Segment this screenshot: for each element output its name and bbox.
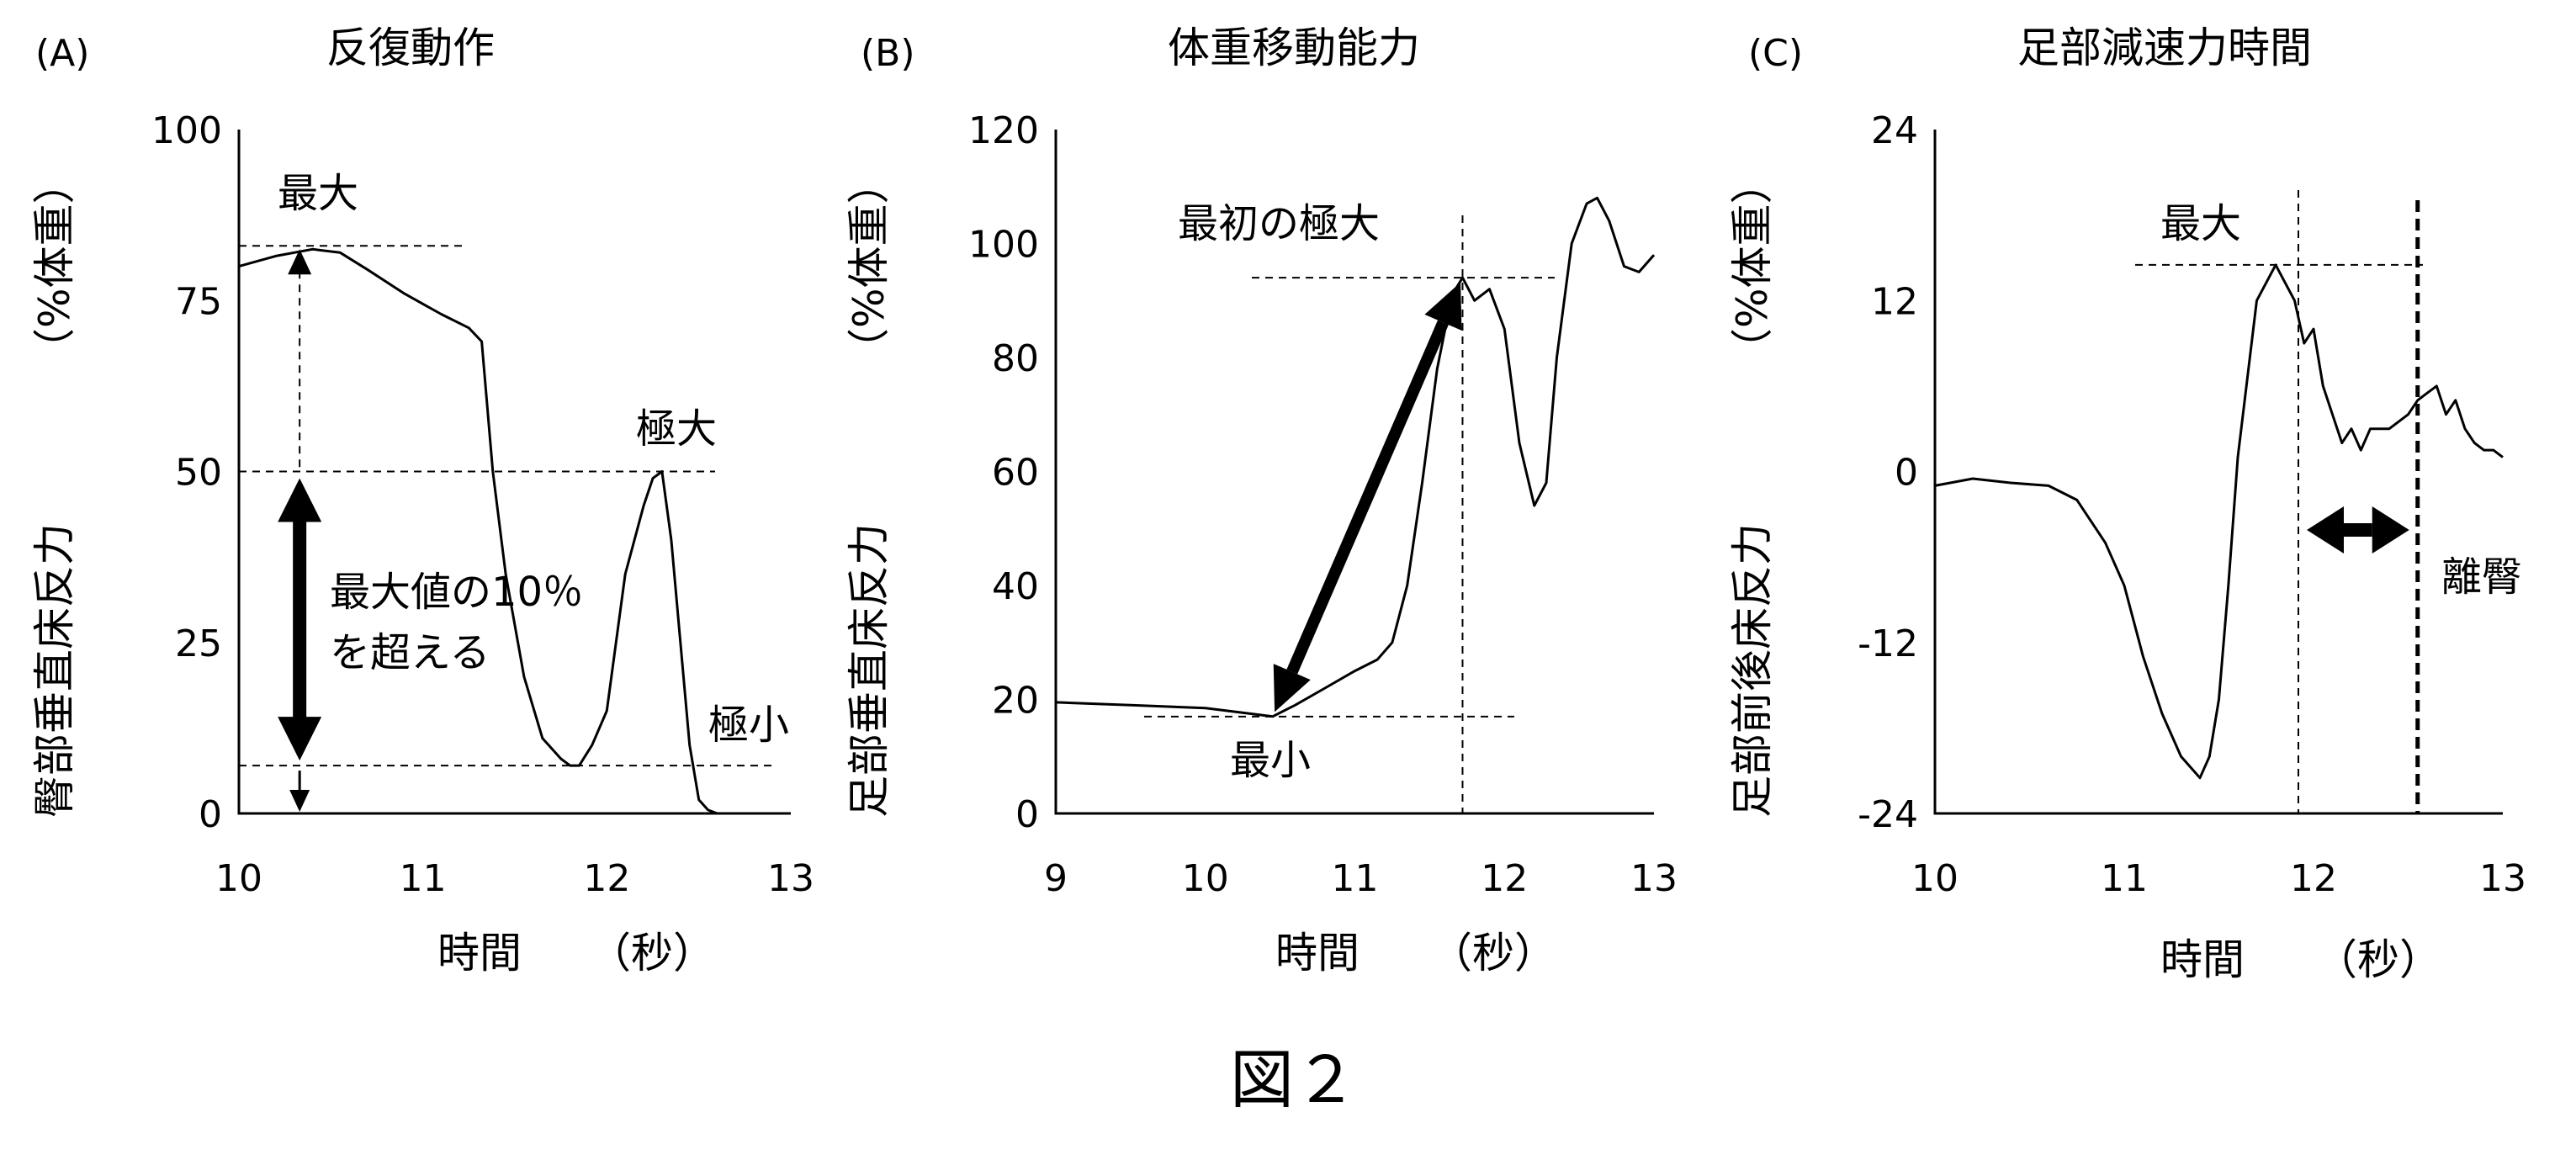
panel-b-annot-first-peak: 最初の極大 (1178, 200, 1380, 247)
panel-c-y-tick-label: -24 (1858, 793, 1918, 836)
panel-c-tag: (C) (1748, 32, 1803, 75)
panel-b-y-tick-label: 60 (992, 452, 1039, 495)
panel-a-x-tick-label: 13 (767, 857, 814, 900)
panel-b-title: 体重移動能力 (1168, 24, 1420, 72)
panel-a-ylabel: 臀部垂直床反力 (30, 523, 79, 818)
panel-b-x-tick-label: 12 (1481, 857, 1528, 900)
panel-a-annot-min: 極小 (708, 702, 789, 749)
panel-c-y-tick-label: 0 (1895, 452, 1918, 495)
panel-a-annot-note1: 最大値の10％ (330, 569, 583, 616)
panel-b-y-tick-label: 120 (968, 109, 1039, 152)
panel-a: (A) 反復動作 臀部垂直床反力 （%体重） 時間 （秒） 0255075100… (30, 24, 814, 977)
figure-label: 図２ (1230, 1042, 1358, 1117)
panel-c-y-ticks: -24 -12 0 12 24 (1858, 109, 1918, 836)
panel-a-x-tick-label: 12 (583, 857, 630, 900)
panel-a-x-ticks: 10 11 12 13 (215, 857, 814, 900)
panel-a-y-tick-label: 25 (175, 622, 222, 665)
panel-b-ylabel: 足部垂直床反力 (845, 523, 893, 818)
panel-b-y-tick-label: 40 (992, 565, 1039, 608)
panel-c-annot-max: 最大 (2160, 200, 2241, 247)
panel-a-axes (237, 130, 791, 815)
panel-b: (B) 体重移動能力 足部垂直床反力 （%体重） 時間 （秒） 0 20 40 60 8… (845, 24, 1678, 977)
panel-a-guides (239, 245, 774, 812)
arrowhead-down (278, 717, 322, 761)
panel-a-annot-note2: を超える (330, 629, 490, 676)
panel-a-annot-peak: 極大 (636, 405, 717, 453)
panel-b-yunit: （%体重） (845, 162, 893, 370)
panel-a-x-tick-label: 10 (215, 857, 262, 900)
arrowhead-left (2307, 506, 2344, 554)
panel-b-x-tick-label: 13 (1630, 857, 1678, 900)
panel-c-x-ticks: 10 11 12 13 (1911, 857, 2526, 900)
arrowhead-min (1273, 664, 1311, 712)
panel-b-y-tick-label: 0 (1015, 793, 1039, 836)
panel-a-annot-max: 最大 (278, 170, 358, 217)
panel-b-y-tick-label: 100 (968, 224, 1039, 267)
panel-c: (C) 足部減速力時間 足部前後床反力 （%体重） 時間 （秒） -24 -12 0… (1728, 24, 2526, 984)
panel-b-y-ticks: 0 20 40 60 80 100 120 (968, 109, 1039, 836)
panel-a-xlabel: 時間 (437, 929, 522, 977)
arrowhead-up (278, 478, 322, 522)
panel-b-x-ticks: 9 10 11 12 13 (1044, 857, 1678, 900)
panel-b-xlabel: 時間 (1275, 929, 1360, 977)
panel-c-y-tick-label: 24 (1871, 109, 1918, 152)
panel-b-tag: (B) (861, 32, 915, 75)
panel-c-yunit: （%体重） (1728, 162, 1777, 370)
panel-c-y-tick-label: 12 (1871, 280, 1918, 323)
panel-a-xunit: （秒） (589, 929, 715, 977)
panel-c-xunit: （秒） (2315, 935, 2441, 984)
arrowhead-right (2372, 506, 2409, 554)
panel-b-y-tick-label: 20 (992, 680, 1039, 723)
arrowhead-zero (289, 790, 310, 812)
panel-a-y-ticks: 0 25 50 75 100 (151, 109, 222, 836)
panel-a-y-tick-label: 50 (175, 452, 222, 495)
panel-b-xunit: （秒） (1430, 929, 1556, 977)
panel-c-x-tick-label: 13 (2479, 857, 2526, 900)
panel-a-x-tick-label: 11 (400, 857, 447, 900)
panel-c-x-tick-label: 12 (2290, 857, 2337, 900)
panel-c-annot-seat-off: 離臀 (2441, 554, 2522, 601)
panel-b-x-tick-label: 11 (1332, 857, 1379, 900)
arrowhead-max (288, 249, 312, 275)
panel-b-x-tick-label: 10 (1182, 857, 1229, 900)
panel-b-axes (1054, 130, 1654, 815)
panel-c-title: 足部減速力時間 (2017, 24, 2312, 72)
panel-c-guides (2135, 190, 2423, 813)
panel-b-guides (1144, 215, 1555, 813)
panel-c-x-tick-label: 11 (2101, 857, 2148, 900)
panel-c-ylabel: 足部前後床反力 (1728, 523, 1777, 818)
panel-a-tag: (A) (35, 32, 89, 75)
panel-a-series-line (238, 247, 791, 815)
panel-b-x-tick-label: 9 (1044, 857, 1068, 900)
panel-a-yunit: （%体重） (30, 162, 79, 370)
panel-c-y-tick-label: -12 (1858, 622, 1918, 665)
panel-b-series-line (1055, 196, 1656, 718)
panel-b-y-tick-label: 80 (992, 337, 1039, 380)
panel-c-xlabel: 時間 (2160, 935, 2245, 984)
panel-a-y-tick-label: 75 (175, 280, 222, 323)
panel-c-axes (1933, 130, 2503, 815)
double-arrow-shaft (1286, 320, 1449, 675)
panel-a-y-tick-label: 100 (151, 109, 222, 152)
panel-c-x-tick-label: 10 (1911, 857, 1959, 900)
panel-a-y-tick-label: 0 (199, 793, 222, 836)
panel-c-series-line (1934, 263, 2504, 780)
panel-b-annot-min: 最小 (1230, 737, 1311, 784)
panel-a-title: 反復動作 (326, 24, 495, 72)
